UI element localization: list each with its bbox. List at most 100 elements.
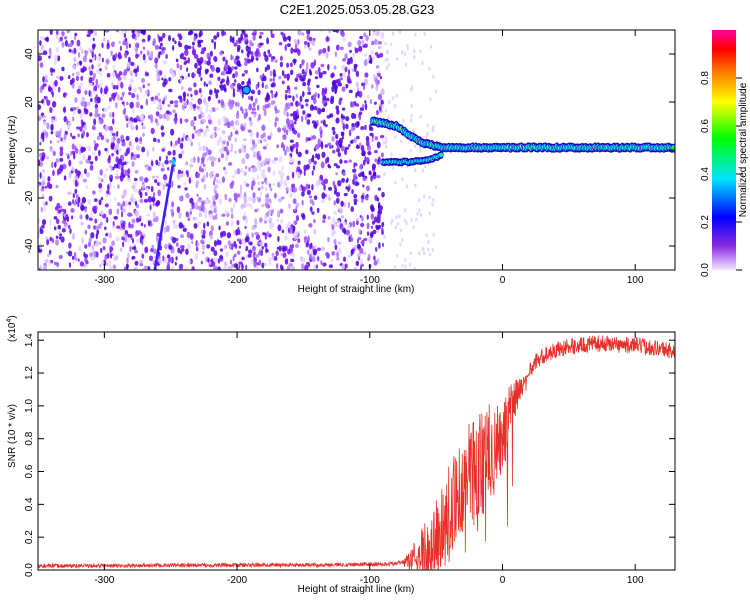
spectrogram-cell bbox=[228, 197, 232, 203]
spectrogram-cell bbox=[38, 104, 42, 110]
spectrogram-cell bbox=[188, 259, 191, 266]
spectrogram-cell bbox=[91, 244, 95, 251]
spectrogram-cell bbox=[74, 257, 78, 261]
spectrogram-cell bbox=[310, 62, 315, 69]
spectrogram-cell bbox=[333, 222, 337, 228]
spectrogram-cell bbox=[108, 208, 113, 216]
spectrogram-cell bbox=[334, 90, 337, 95]
spectrogram-cell bbox=[74, 188, 78, 194]
spectrogram-cell bbox=[101, 57, 104, 63]
spectrogram-cell bbox=[348, 159, 352, 163]
spectrogram-cell bbox=[412, 225, 415, 230]
spectrogram-cell bbox=[295, 205, 298, 210]
spectrogram-cell bbox=[139, 113, 144, 121]
spectrogram-cell bbox=[126, 101, 129, 106]
spectrogram-cell bbox=[171, 44, 175, 51]
spectrogram-cell bbox=[112, 185, 116, 189]
spectrogram-cell bbox=[275, 262, 279, 270]
spectrogram-cell bbox=[320, 120, 324, 124]
spectrogram-cell bbox=[176, 206, 181, 213]
spectrogram-cell bbox=[347, 230, 350, 234]
spectrogram-cell bbox=[282, 134, 287, 141]
spectrogram-cell bbox=[43, 206, 46, 212]
spectrogram-cell bbox=[145, 265, 148, 270]
spectrogram-cell bbox=[234, 150, 237, 155]
spectrogram-cell bbox=[378, 106, 382, 111]
spectrogram-cell bbox=[40, 206, 43, 213]
spectrogram-cell bbox=[211, 261, 216, 267]
spectrogram-cell bbox=[363, 53, 368, 57]
spectrogram-cell bbox=[315, 180, 320, 188]
spectrogram-cell bbox=[89, 166, 93, 171]
spectrogram-cell bbox=[190, 158, 194, 164]
spectrogram-cell bbox=[289, 139, 294, 143]
spectrogram-cell bbox=[76, 75, 79, 82]
spectrogram-cell bbox=[181, 137, 184, 142]
spectrogram-cell bbox=[164, 220, 168, 226]
spectrogram-cell bbox=[361, 215, 364, 222]
spectrogram-cell bbox=[191, 240, 194, 245]
spectrogram-cell bbox=[86, 146, 91, 150]
spectrogram-cell bbox=[388, 99, 391, 104]
spectrogram-cell bbox=[321, 107, 325, 113]
spectrogram-cell bbox=[72, 152, 76, 160]
spectrogram-cell bbox=[76, 88, 81, 95]
spectrogram-cell bbox=[209, 73, 214, 78]
spectrogram-cell bbox=[41, 224, 45, 229]
spectrogram-cell bbox=[126, 61, 131, 69]
spectrogram-cell bbox=[164, 244, 167, 248]
spectrogram-cell bbox=[138, 259, 144, 263]
spectrogram-cell bbox=[126, 161, 129, 165]
spectrogram-cell bbox=[67, 121, 72, 128]
spectrogram-cells bbox=[38, 30, 675, 270]
spectrogram-cell bbox=[297, 48, 301, 56]
spectrogram-cell bbox=[307, 113, 312, 118]
spectrogram-cell bbox=[133, 87, 137, 93]
spectrogram-cell bbox=[84, 207, 87, 213]
spectrogram-cell bbox=[69, 79, 73, 86]
spectrogram-cell bbox=[234, 137, 237, 143]
spectrogram-cell bbox=[197, 60, 202, 67]
spectrogram-cell bbox=[43, 95, 47, 100]
spectrogram-cell bbox=[79, 160, 83, 165]
spectrogram-cell bbox=[226, 121, 231, 129]
spectrogram-cell bbox=[355, 81, 359, 88]
spectrogram-cell bbox=[286, 62, 289, 68]
spectrogram-cell bbox=[76, 126, 81, 130]
spectrogram-cell bbox=[88, 82, 93, 87]
spectrogram-cell bbox=[143, 224, 146, 228]
spectrogram-cell bbox=[94, 107, 99, 115]
spectrogram-cell bbox=[428, 66, 431, 71]
spectrogram-cell bbox=[400, 50, 404, 55]
spectrogram-cell bbox=[356, 135, 360, 140]
spectrogram-cell bbox=[301, 191, 305, 197]
spectrogram-cell bbox=[45, 36, 50, 43]
spectrogram-cell bbox=[39, 141, 42, 146]
spectrogram-cell bbox=[40, 188, 45, 192]
spectrogram-cell bbox=[120, 166, 124, 173]
spectrogram-cell bbox=[43, 50, 48, 56]
spectrogram-cell bbox=[202, 145, 206, 152]
spectrogram-cell bbox=[127, 56, 131, 64]
spectrogram-cell bbox=[62, 106, 66, 113]
spectrogram-cell bbox=[192, 103, 197, 109]
spectrogram-cell bbox=[69, 41, 73, 48]
spectrogram-cell bbox=[136, 93, 139, 101]
spectrogram-cell bbox=[198, 99, 202, 105]
spectrogram-cell bbox=[400, 139, 403, 144]
spectrogram-cell bbox=[80, 221, 84, 226]
spectrogram-cell bbox=[304, 44, 307, 49]
spectrogram-cell bbox=[304, 239, 307, 244]
spectrogram-cell bbox=[102, 246, 106, 251]
spectrogram-cell bbox=[141, 122, 144, 126]
spectrogram-cell bbox=[180, 245, 185, 249]
spectrogram-cell bbox=[272, 170, 276, 177]
spectrogram-cell bbox=[293, 59, 296, 66]
spectrogram-cell bbox=[222, 56, 226, 62]
spectrogram-cell bbox=[357, 252, 361, 259]
spectrogram-cell bbox=[335, 133, 339, 139]
spectrogram-cell bbox=[194, 89, 199, 96]
spectrogram-cell bbox=[257, 89, 261, 96]
spectrogram-cell bbox=[380, 32, 385, 39]
spectrogram-cell bbox=[89, 70, 93, 76]
